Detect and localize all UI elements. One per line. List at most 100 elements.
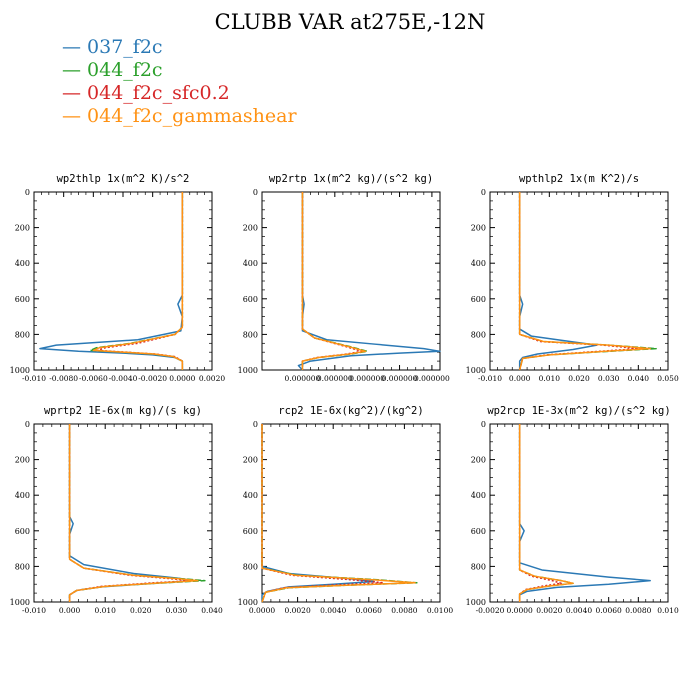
legend-line-marker: —	[62, 105, 88, 127]
x-tick-label: 0.0040	[320, 606, 346, 615]
subplot: wp2rcp 1E-3x(m^2 kg)/(s^2 kg)0 200 400 600 8…	[466, 405, 679, 615]
series-line-044_f2c	[518, 424, 574, 602]
series-line-044_f2c_gammashear	[92, 192, 184, 370]
x-tick-label: 0.000000	[414, 374, 450, 383]
plot-frame	[261, 423, 441, 603]
x-tick-label: 0.040	[201, 606, 223, 615]
x-tick-label: 0.010	[539, 374, 561, 383]
x-tick-label: -0.0060	[79, 374, 108, 383]
series-line-044_f2c	[261, 424, 418, 603]
y-tick-label: 0	[253, 188, 258, 197]
x-tick-label: 0.000	[509, 374, 531, 383]
y-tick-label: 200	[243, 456, 258, 465]
subplot-title: wp2thlp 1x(m^2 K)/s^2	[57, 173, 190, 185]
y-tick-label: 800	[243, 330, 258, 339]
y-tick-label: 400	[471, 491, 486, 500]
legend: — 037_f2c — 044_f2c — 044_f2c_sfc0.2 — 0…	[62, 36, 297, 128]
x-tick-label: -0.0020	[138, 374, 167, 383]
subplot: wpthlp2 1x(m K^2)/s 0 200 400 600 800 1000-0.0…	[466, 173, 679, 383]
y-tick-label: 200	[243, 224, 258, 233]
y-tick-label: 0	[481, 188, 486, 197]
x-tick-label: 0.0000	[507, 606, 533, 615]
x-tick-label: 0.0080	[625, 606, 651, 615]
series-line-037_f2c	[297, 192, 441, 371]
subplot-title: wprtp2 1E-6x(m kg)/(s kg)	[44, 405, 202, 417]
legend-label: 044_f2c	[87, 59, 163, 81]
y-tick-label: 800	[243, 562, 258, 571]
series-line-044_f2c_sfc0.2	[261, 424, 384, 603]
x-tick-label: 0.0060	[356, 606, 382, 615]
y-tick-label: 1000	[238, 366, 258, 375]
y-tick-label: 600	[471, 295, 486, 304]
subplot: wp2rtp 1x(m^2 kg)/(s^2 kg) 0 200 400 600 800 1…	[238, 173, 450, 383]
y-tick-label: 1000	[238, 598, 258, 607]
legend-line-marker: —	[62, 82, 88, 104]
legend-label: 037_f2c	[87, 36, 163, 58]
plot-frame	[33, 423, 213, 603]
subplot: rcp2 1E-6x(kg^2)/(kg^2) 0 200 400 600 800 1000…	[238, 405, 454, 615]
y-tick-label: 0	[25, 188, 30, 197]
y-tick-label: 400	[243, 491, 258, 500]
x-tick-label: 0.020	[568, 374, 590, 383]
series-line-037_f2c	[518, 424, 651, 602]
subplot: wprtp2 1E-6x(m kg)/(s kg) 0 200 400 600 800 10…	[10, 405, 223, 615]
legend-label: 044_f2c_sfc0.2	[87, 82, 230, 104]
x-tick-label: 0.0000	[169, 374, 195, 383]
y-tick-label: 0	[25, 420, 30, 429]
x-tick-label: 0.030	[166, 606, 188, 615]
y-tick-label: 1000	[10, 598, 30, 607]
x-tick-label: -0.0020	[476, 606, 505, 615]
series-line-044_f2c_gammashear	[68, 424, 199, 602]
y-tick-label: 600	[471, 527, 486, 536]
y-tick-label: 600	[243, 295, 258, 304]
legend-label: 044_f2c_gammashear	[87, 105, 297, 127]
y-tick-label: 400	[243, 259, 258, 268]
series-line-037_f2c	[518, 192, 598, 370]
x-tick-label: -0.0080	[49, 374, 78, 383]
x-tick-label: 0.0060	[596, 606, 622, 615]
y-tick-label: 800	[471, 330, 486, 339]
series-line-044_f2c_sfc0.2	[97, 192, 184, 370]
series-line-044_f2c_gammashear	[261, 424, 416, 603]
legend-line-marker: —	[62, 59, 88, 81]
x-tick-label: 0.0020	[199, 374, 225, 383]
figure-title: CLUBB VAR at275E,-12N	[214, 10, 486, 34]
subplot: wp2thlp 1x(m^2 K)/s^202004006008001000-0…	[10, 173, 226, 383]
legend-item: — 044_f2c	[62, 59, 297, 82]
x-tick-label: 0.010	[94, 606, 116, 615]
x-tick-label: -0.010	[22, 374, 46, 383]
y-tick-label: 1000	[10, 366, 30, 375]
subplot-title: wp2rtp 1x(m^2 kg)/(s^2 kg)	[269, 173, 433, 185]
legend-line-marker: —	[62, 36, 88, 58]
y-tick-label: 600	[15, 295, 30, 304]
legend-item: — 044_f2c_sfc0.2	[62, 82, 297, 105]
y-tick-label: 0	[253, 420, 258, 429]
x-tick-label: 0.0040	[566, 606, 592, 615]
plot-frame	[489, 423, 669, 603]
x-tick-label: 0.000	[59, 606, 81, 615]
y-tick-label: 400	[15, 491, 30, 500]
y-tick-label: 200	[471, 456, 486, 465]
y-tick-label: 800	[15, 330, 30, 339]
legend-item: — 044_f2c_gammashear	[62, 105, 297, 128]
series-line-044_f2c_sfc0.2	[301, 192, 363, 370]
y-tick-label: 600	[243, 527, 258, 536]
x-tick-label: 0.010	[657, 606, 679, 615]
subplot-title: wpthlp2 1x(m K^2)/s	[519, 173, 639, 185]
x-tick-label: 0.000000	[382, 374, 418, 383]
x-tick-label: 0.0020	[536, 606, 562, 615]
y-tick-label: 600	[15, 527, 30, 536]
series-line-044_f2c_gammashear	[518, 192, 651, 371]
series-line-037_f2c	[39, 192, 184, 370]
x-tick-label: 0.040	[628, 374, 650, 383]
series-line-044_f2c_gammashear	[301, 192, 367, 370]
x-tick-label: 0.000000	[349, 374, 385, 383]
series-line-044_f2c_sfc0.2	[518, 424, 562, 602]
y-tick-label: 0	[481, 420, 486, 429]
y-tick-label: 1000	[466, 366, 486, 375]
x-tick-label: 0.020	[130, 606, 152, 615]
x-tick-label: -0.010	[478, 374, 502, 383]
y-tick-label: 1000	[466, 598, 486, 607]
x-tick-label: 0.000000	[285, 374, 321, 383]
